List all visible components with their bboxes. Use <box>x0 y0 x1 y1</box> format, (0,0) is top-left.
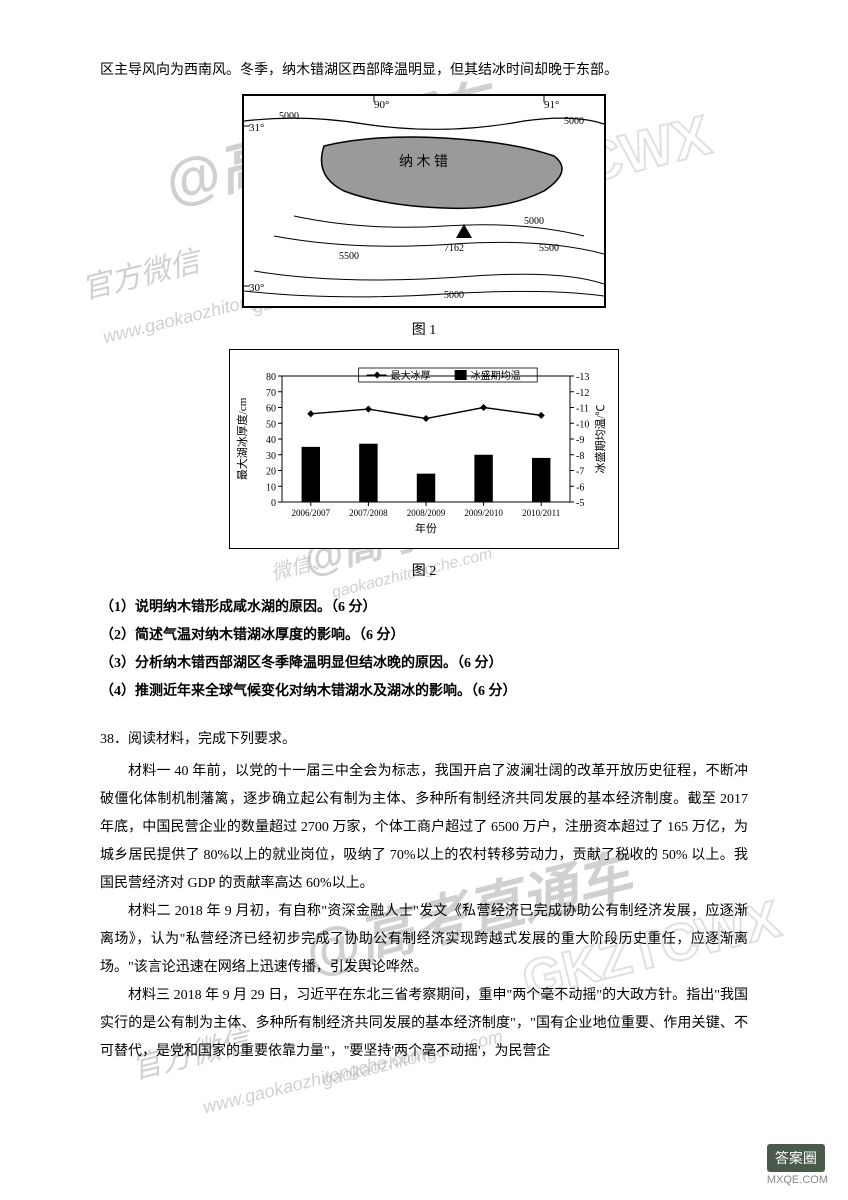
svg-text:最大冰厚: 最大冰厚 <box>391 369 431 382</box>
svg-text:2008/2009: 2008/2009 <box>407 508 446 518</box>
svg-text:最大湖冰厚度/cm: 最大湖冰厚度/cm <box>235 398 249 481</box>
contour-label-5000: 5000 <box>524 216 544 227</box>
svg-text:10: 10 <box>266 483 276 494</box>
svg-text:40: 40 <box>266 435 276 446</box>
svg-text:-7: -7 <box>576 467 584 478</box>
svg-text:冰盛期均温: 冰盛期均温 <box>471 369 521 382</box>
svg-text:50: 50 <box>266 420 276 431</box>
svg-text:0: 0 <box>271 498 276 509</box>
svg-text:-13: -13 <box>576 372 589 383</box>
svg-text:-12: -12 <box>576 388 589 399</box>
lake-label: 纳 木 错 <box>399 154 448 170</box>
material-2: 材料二 2018 年 9 月初，有自称"资深金融人士"发文《私营经济已完成协助公… <box>100 898 748 982</box>
material-1: 材料一 40 年前，以党的十一届三中全会为标志，我国开启了波澜壮阔的改革开放历史… <box>100 758 748 898</box>
contour-label-5000b: 5000 <box>444 290 464 301</box>
peak-marker <box>456 224 472 238</box>
figure1-map: 90° 91° 31° 30° 5000 5000 纳 木 错 <box>242 94 606 308</box>
chart-svg: 0 10 20 30 40 50 60 70 80 -13 -12 -11 -10 -9 -8 -7 -6 -5 最… <box>234 354 614 544</box>
question-2: （2）简述气温对纳木错湖冰厚度的影响。（6 分） <box>100 622 748 650</box>
figure1-container: 90° 91° 31° 30° 5000 5000 纳 木 错 <box>100 94 748 313</box>
svg-text:2006/2007: 2006/2007 <box>292 508 331 518</box>
section-38-title: 38．阅读材料，完成下列要求。 <box>100 728 748 748</box>
footer-logo: 答案圈 MXQE.COM <box>767 1144 828 1186</box>
svg-text:2009/2010: 2009/2010 <box>464 508 503 518</box>
svg-text:年份: 年份 <box>415 521 437 535</box>
map-svg: 90° 91° 31° 30° 5000 5000 纳 木 错 <box>244 96 604 306</box>
contour-south2 <box>244 291 604 297</box>
question-4: （4）推测近年来全球气候变化对纳木错湖水及湖冰的影响。（6 分） <box>100 678 748 706</box>
svg-text:2010/2011: 2010/2011 <box>522 508 560 518</box>
footer-logo-text: 答案圈 <box>767 1144 825 1172</box>
lon-label-91: 91° <box>544 99 559 111</box>
svg-text:2007/2008: 2007/2008 <box>349 508 388 518</box>
lon-label-90: 90° <box>374 99 389 111</box>
svg-text:-9: -9 <box>576 435 584 446</box>
svg-text:-8: -8 <box>576 451 584 462</box>
footer-logo-url: MXQE.COM <box>767 1174 828 1186</box>
svg-text:70: 70 <box>266 388 276 399</box>
question-3: （3）分析纳木错西部湖区冬季降温明显但结冰晚的原因。（6 分） <box>100 650 748 678</box>
questions-block: （1）说明纳木错形成咸水湖的原因。（6 分） （2）简述气温对纳木错湖冰厚度的影… <box>100 594 748 706</box>
svg-text:-11: -11 <box>576 404 589 415</box>
figure2-label: 图 2 <box>100 560 748 580</box>
contour-label-1: 5000 <box>279 111 299 122</box>
peak-label: 7162 <box>444 243 464 254</box>
page-content: 区主导风向为西南风。冬季，纳木错湖区西部降温明显，但其结冰时间却晚于东部。 90… <box>0 0 848 1106</box>
contour-south <box>254 271 604 284</box>
contour-label-5500b: 5500 <box>539 243 559 254</box>
lat-label-31: 31° <box>249 122 264 134</box>
question-1: （1）说明纳木错形成咸水湖的原因。（6 分） <box>100 594 748 622</box>
section-38: 38．阅读材料，完成下列要求。 材料一 40 年前，以党的十一届三中全会为标志，… <box>100 728 748 1066</box>
svg-text:-10: -10 <box>576 420 589 431</box>
svg-text:60: 60 <box>266 404 276 415</box>
svg-text:20: 20 <box>266 467 276 478</box>
contour-label-2: 5000 <box>564 116 584 127</box>
svg-text:30: 30 <box>266 451 276 462</box>
contour-label-5500: 5500 <box>339 251 359 262</box>
figure2-chart: 0 10 20 30 40 50 60 70 80 -13 -12 -11 -10 -9 -8 -7 -6 -5 最… <box>229 349 619 549</box>
intro-text: 区主导风向为西南风。冬季，纳木错湖区西部降温明显，但其结冰时间却晚于东部。 <box>100 60 748 82</box>
svg-text:冰盛期均温/℃: 冰盛期均温/℃ <box>593 405 607 474</box>
material-3: 材料三 2018 年 9 月 29 日，习近平在东北三省考察期间，重申"两个毫不… <box>100 982 748 1066</box>
svg-text:-5: -5 <box>576 498 584 509</box>
figure2-container: 0 10 20 30 40 50 60 70 80 -13 -12 -11 -10 -9 -8 -7 -6 -5 最… <box>100 349 748 554</box>
svg-text:80: 80 <box>266 372 276 383</box>
svg-text:-6: -6 <box>576 483 584 494</box>
lake-shape <box>322 137 563 208</box>
figure1-label: 图 1 <box>100 319 748 339</box>
